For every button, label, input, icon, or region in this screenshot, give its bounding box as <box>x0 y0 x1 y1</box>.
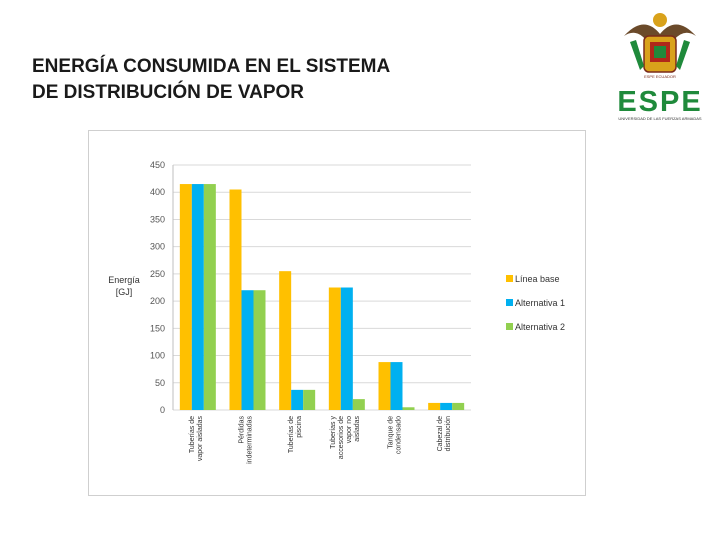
legend-swatch <box>506 275 513 282</box>
x-category-label: Pérdidasindeterminadas <box>239 416 254 464</box>
espe-logo: ESPE ECUADOR ESPE UNIVERSIDAD DE LAS FUE… <box>604 6 716 122</box>
bar <box>303 389 316 410</box>
bar <box>440 402 453 410</box>
bar <box>253 290 266 410</box>
x-category-label: Tuberías yaccesorios devapor noaisladas <box>330 416 361 460</box>
x-category-label: Tanque decondensado <box>388 416 403 454</box>
bar <box>241 290 254 410</box>
bar <box>328 287 341 410</box>
crest-icon <box>624 13 696 73</box>
y-tick-label: 150 <box>150 323 165 333</box>
bar <box>452 402 465 410</box>
bar <box>179 184 192 410</box>
bar <box>378 362 391 410</box>
legend-label: Línea base <box>515 274 560 284</box>
y-tick-label: 450 <box>150 160 165 170</box>
bar <box>229 189 242 410</box>
y-axis-label: [GJ] <box>116 287 133 297</box>
bar-chart: 0 50 100 150 200 250 300 350 400 450 Energía [GJ] Tu… <box>108 160 565 464</box>
y-tick-label: 200 <box>150 296 165 306</box>
y-axis-label: Energía <box>108 275 140 285</box>
y-tick-label: 350 <box>150 214 165 224</box>
x-category-label: Tuberías devapor aisladas <box>189 416 204 462</box>
bar <box>203 184 216 410</box>
bar <box>279 271 292 410</box>
bar <box>340 287 353 410</box>
y-tick-label: 400 <box>150 187 165 197</box>
x-category-label: Tuberías depiscina <box>288 416 303 453</box>
logo-subtitle: UNIVERSIDAD DE LAS FUERZAS ARMADAS <box>618 116 702 121</box>
bar <box>352 399 365 410</box>
legend-swatch <box>506 299 513 306</box>
y-tick-label: 0 <box>160 405 165 415</box>
y-tick-label: 250 <box>150 269 165 279</box>
logo-wordmark: ESPE <box>617 86 703 118</box>
y-tick-label: 50 <box>155 378 165 388</box>
legend-label: Alternativa 1 <box>515 298 565 308</box>
bar <box>291 389 304 410</box>
chart-frame: 0 50 100 150 200 250 300 350 400 450 Energía [GJ] Tu… <box>88 130 586 496</box>
x-category-label: Cabezal dedistribución <box>437 416 452 452</box>
legend-swatch <box>506 323 513 330</box>
y-tick-label: 100 <box>150 351 165 361</box>
slide-title: ENERGÍA CONSUMIDA EN EL SISTEMA DE DISTR… <box>32 56 391 103</box>
bar <box>191 184 204 410</box>
legend-label: Alternativa 2 <box>515 322 565 332</box>
y-tick-label: 300 <box>150 242 165 252</box>
bar <box>390 362 403 410</box>
bar <box>402 407 415 410</box>
bar <box>428 402 441 410</box>
crest-caption: ESPE ECUADOR <box>644 74 676 79</box>
